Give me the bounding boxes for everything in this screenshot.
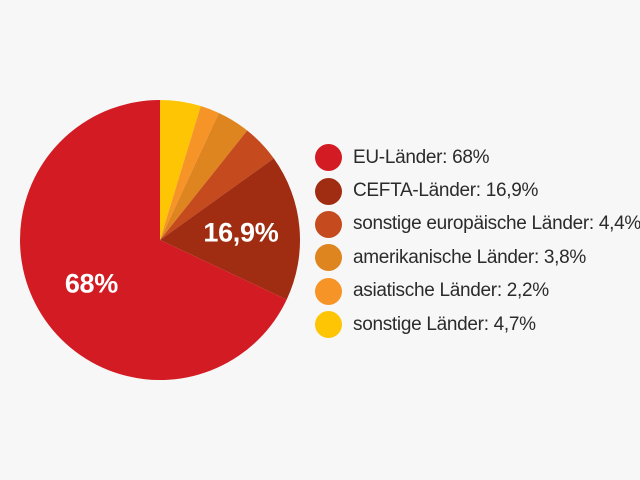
legend-swatch-circle-icon bbox=[315, 277, 342, 305]
pie-slice-amerikanische-länder bbox=[160, 112, 248, 240]
legend-label: asiatische Länder: 2,2% bbox=[353, 280, 549, 302]
legend-swatch-circle-icon bbox=[315, 311, 342, 339]
legend-swatch-circle-icon bbox=[315, 144, 342, 172]
pie-slice-label: 68% bbox=[65, 269, 118, 299]
chart-legend: EU-Länder: 68% CEFTA-Länder: 16,9% sonstig… bbox=[315, 141, 640, 341]
legend-item-sonstige-länder: sonstige Länder: 4,7% bbox=[315, 308, 640, 341]
legend-item-eu-länder: EU-Länder: 68% bbox=[315, 141, 640, 174]
pie-chart: 16,9% 68% bbox=[20, 100, 301, 380]
legend-label: amerikanische Länder: 3,8% bbox=[353, 246, 587, 268]
legend-label: EU-Länder: 68% bbox=[353, 146, 490, 168]
pie-slice-cefta-länder bbox=[160, 158, 301, 300]
legend-item-sonstige-europäische-länder: sonstige europäische Länder: 4,4% bbox=[315, 208, 640, 241]
pie-slice-sonstige-europäische-länder bbox=[160, 130, 274, 240]
pie-slice-eu-länder bbox=[20, 100, 287, 380]
legend-swatch-circle-icon bbox=[315, 210, 342, 238]
legend-label: sonstige Länder: 4,7% bbox=[353, 313, 536, 335]
legend-item-amerikanische-länder: amerikanische Länder: 3,8% bbox=[315, 241, 640, 274]
legend-label: sonstige europäische Länder: 4,4% bbox=[353, 213, 640, 235]
legend-label: CEFTA-Länder: 16,9% bbox=[353, 180, 539, 202]
pie-slice-sonstige-länder bbox=[160, 100, 201, 240]
legend-item-asiatische-länder: asiatische Länder: 2,2% bbox=[315, 275, 640, 308]
pie-slice-asiatische-länder bbox=[160, 106, 219, 240]
legend-swatch-circle-icon bbox=[315, 177, 342, 205]
legend-item-cefta-länder: CEFTA-Länder: 16,9% bbox=[315, 174, 640, 207]
legend-swatch-circle-icon bbox=[315, 244, 342, 272]
pie-slice-label: 16,9% bbox=[203, 218, 278, 248]
